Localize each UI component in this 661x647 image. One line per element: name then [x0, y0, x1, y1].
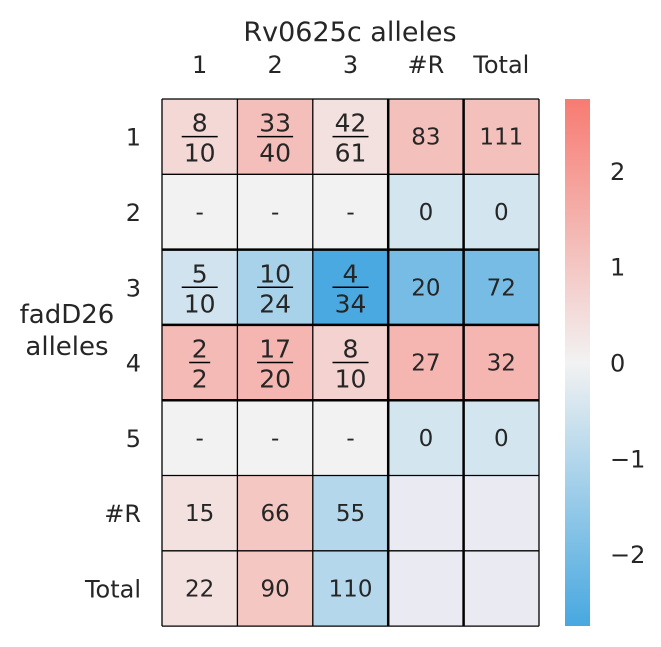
cell-denominator: 10	[184, 139, 216, 168]
cell-numerator: 10	[259, 259, 291, 288]
cell-value: -	[196, 200, 204, 226]
cell-numerator: 5	[192, 259, 208, 288]
cell-numerator: 4	[343, 259, 359, 288]
cell-value: 83	[411, 125, 440, 151]
heatmap-cell	[388, 174, 464, 250]
heatmap-cell	[463, 174, 539, 250]
cell-value: 0	[494, 426, 509, 452]
cell-value: -	[346, 200, 354, 226]
cell-denominator: 10	[184, 289, 216, 318]
heatmap-cell	[388, 324, 464, 401]
row-label: 3	[126, 274, 141, 302]
cell-value: 22	[185, 576, 214, 602]
cell-numerator: 8	[343, 335, 359, 364]
cell-value: 111	[479, 125, 523, 151]
cell-value: -	[196, 426, 204, 452]
colorbar-tick-label: −2	[610, 541, 645, 569]
cell-value: -	[346, 426, 354, 452]
row-label: 2	[126, 199, 141, 227]
heatmap-cell	[388, 249, 464, 325]
cell-value: 90	[260, 576, 289, 602]
cell-value: -	[271, 426, 279, 452]
heatmap-cell	[237, 550, 313, 627]
heatmap-cell	[388, 400, 464, 476]
heatmap-cell	[463, 400, 539, 476]
column-label: 3	[343, 51, 358, 79]
cell-value: 0	[419, 426, 434, 452]
heatmap-cell	[463, 99, 539, 175]
heatmap-cell	[463, 550, 539, 627]
heatmap-cell	[388, 550, 464, 627]
heatmap-cell	[312, 174, 389, 250]
colorbar-tick-label: 2	[610, 158, 625, 186]
heatmap-cell	[312, 475, 389, 551]
cell-value: 66	[260, 501, 289, 527]
heatmap-cell	[388, 475, 464, 551]
cell-denominator: 24	[259, 289, 291, 318]
column-label: #R	[408, 51, 445, 79]
column-label: 2	[267, 51, 282, 79]
row-label: 1	[126, 124, 141, 152]
colorbar-tick-label: 0	[610, 350, 625, 378]
cell-value: 0	[419, 200, 434, 226]
column-label: Total	[472, 51, 529, 79]
heatmap-cell	[312, 550, 389, 627]
heatmap-cell	[463, 475, 539, 551]
cell-value: 110	[329, 576, 373, 602]
cell-denominator: 2	[192, 365, 208, 394]
cell-numerator: 2	[192, 335, 208, 364]
heatmap-cell	[312, 400, 389, 476]
cell-value: 0	[494, 200, 509, 226]
cell-value: 27	[411, 351, 440, 377]
heatmap-cell	[388, 99, 464, 175]
cell-denominator: 34	[335, 289, 367, 318]
cell-value: -	[271, 200, 279, 226]
heatmap-cell	[237, 475, 313, 551]
cell-denominator: 20	[259, 365, 291, 394]
colorbar-tick-label: −1	[610, 445, 645, 473]
heatmap-cell	[162, 174, 238, 250]
row-label: #R	[104, 500, 141, 528]
row-label: 4	[126, 350, 141, 378]
row-label: 5	[126, 425, 141, 453]
cell-value: 55	[336, 501, 365, 527]
heatmap-cell	[463, 249, 539, 325]
heatmap-cell	[237, 400, 313, 476]
row-label: Total	[84, 575, 141, 603]
heatmap-cell	[463, 324, 539, 401]
chart-title: Rv0625c alleles	[243, 17, 456, 48]
cell-numerator: 8	[192, 109, 208, 138]
column-label: 1	[192, 51, 207, 79]
cell-denominator: 61	[335, 139, 367, 168]
colorbar	[565, 99, 590, 626]
cell-numerator: 42	[335, 109, 367, 138]
cell-denominator: 40	[259, 139, 291, 168]
cell-numerator: 33	[259, 109, 291, 138]
cell-denominator: 10	[335, 365, 367, 394]
colorbar-tick-label: 1	[610, 254, 625, 282]
cell-value: 32	[487, 351, 516, 377]
y-axis-label: fadD26 alleles	[20, 300, 115, 362]
heatmap-cell	[162, 475, 238, 551]
cell-value: 72	[487, 275, 516, 301]
heatmap-cell	[237, 174, 313, 250]
heatmap-cell	[162, 400, 238, 476]
cell-value: 15	[185, 501, 214, 527]
cell-numerator: 17	[259, 335, 291, 364]
cell-value: 20	[411, 275, 440, 301]
heatmap-cell	[162, 550, 238, 627]
